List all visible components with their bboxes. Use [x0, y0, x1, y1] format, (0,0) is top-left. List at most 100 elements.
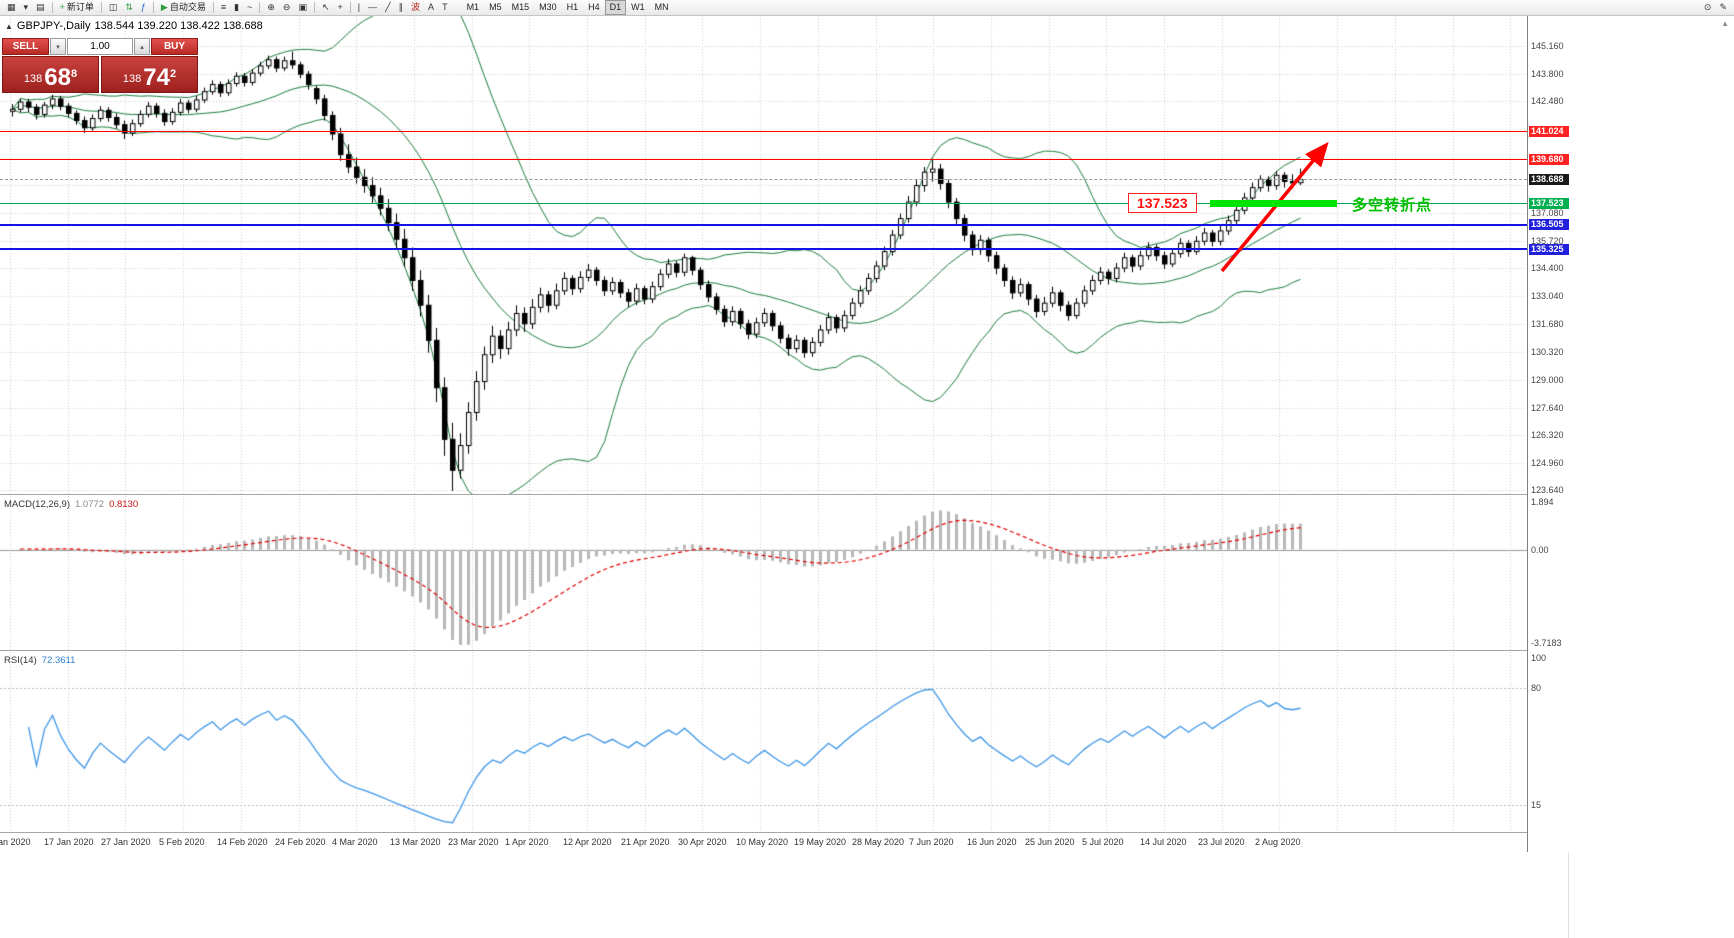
rsi-scale-high: 80 [1531, 683, 1542, 693]
timeframe-m15-button[interactable]: M15 [511, 2, 530, 12]
macd-scale-zero: 0.00 [1531, 544, 1549, 555]
toolbar-separator [212, 2, 214, 13]
text-tool-icon[interactable]: T [438, 0, 452, 16]
hline-137.523[interactable] [0, 203, 1527, 205]
hline-141.024[interactable] [0, 130, 1527, 132]
toolbar-separator [349, 2, 351, 13]
tile-windows-icon[interactable]: ▣ [294, 0, 311, 16]
hline-139.680[interactable] [0, 158, 1527, 160]
trendline-icon[interactable]: ╱ [381, 0, 394, 16]
new-chart-icon[interactable]: ▦ [3, 0, 20, 16]
time-axis-label: 7 Jan 2020 [0, 837, 31, 847]
new-order-button-label: 新订单 [66, 2, 94, 12]
search-icon[interactable]: ⊙ [1700, 0, 1716, 16]
arrows-tool-icon: A [428, 2, 435, 12]
symbol-timeframe-label: GBPJPY-,Daily [16, 20, 91, 32]
volume-input[interactable] [67, 38, 133, 55]
rsi-scale-top: 100 [1531, 653, 1547, 663]
rsi-indicator-canvas[interactable] [0, 652, 1527, 832]
chart-window-icon: ◫ [108, 2, 118, 12]
price-axis-tick: 124.960 [1531, 458, 1564, 468]
chart-dropdown-icon[interactable]: ▾ [20, 0, 33, 16]
edit-icon[interactable]: ✎ [1715, 0, 1731, 16]
price-axis-tick: 123.640 [1531, 485, 1564, 495]
cursor-icon[interactable]: ↖ [318, 0, 334, 16]
profiles-icon[interactable]: ▤ [32, 0, 49, 16]
scroll-up-icon[interactable]: ▲ [1721, 19, 1729, 28]
timeframe-toolbar: M1 M5 M15 M30 H1 H4 D1 W1 MN [462, 0, 674, 15]
macd-window-separator[interactable] [0, 494, 1568, 495]
time-axis[interactable]: 7 Jan 2020 17 Jan 2020 27 Jan 2020 5 Feb 20… [0, 833, 1527, 851]
volume-decrease-button[interactable]: ▾ [50, 38, 66, 55]
chart-window-icon[interactable]: ◫ [105, 0, 122, 16]
timeframe-h4-button[interactable]: H4 [588, 2, 600, 12]
hline-icon[interactable]: — [364, 0, 381, 16]
toolbar-right-group: ⊙ ✎ [1700, 0, 1731, 16]
crosshair-icon[interactable]: + [334, 0, 347, 16]
timeframe-m1-button[interactable]: M1 [466, 2, 480, 12]
refresh-icon[interactable]: ⇅ [121, 0, 137, 16]
turning-point-highlight[interactable] [1210, 200, 1337, 208]
price-axis-tick: 143.800 [1531, 69, 1564, 79]
hline-135.325[interactable] [0, 248, 1527, 251]
time-axis-label: 13 Mar 2020 [390, 837, 441, 847]
sell-price-button[interactable]: 138 68 8 [2, 56, 99, 93]
wave-icon[interactable]: 波 [407, 0, 424, 16]
timeframe-m5-button[interactable]: M5 [489, 2, 502, 12]
bar-chart-icon[interactable]: ≡ [217, 0, 230, 16]
candle-chart-icon[interactable]: ▮ [230, 0, 243, 16]
current-price-tag: 138.688 [1529, 174, 1569, 185]
line-chart-icon[interactable]: ~ [243, 0, 256, 16]
text-tool-icon: T [442, 2, 448, 12]
cursor-icon: ↖ [321, 2, 330, 12]
new-chart-icon: ▦ [7, 2, 16, 12]
channel-icon[interactable]: ∥ [395, 0, 408, 16]
timeframe-h1-button[interactable]: H1 [566, 2, 579, 12]
edit-icon: ✎ [1719, 2, 1727, 12]
price-chart-canvas[interactable] [0, 16, 1527, 494]
timeframe-mn-button[interactable]: MN [654, 2, 669, 12]
timeframe-w1-button[interactable]: W1 [631, 2, 645, 12]
price-axis[interactable]: 1.894 0.00 -3.7183 100 80 15 141.024 139.… [1527, 16, 1569, 852]
indicators-icon[interactable]: ƒ [137, 0, 150, 16]
refresh-icon: ⇅ [125, 2, 133, 12]
rsi-title: RSI(14) [4, 655, 37, 666]
turning-point-note[interactable]: 多空转折点 [1352, 196, 1433, 214]
timeframe-d1-button[interactable]: D1 [604, 0, 627, 15]
search-icon: ⊙ [1703, 2, 1712, 12]
zoom-out-icon[interactable]: ⊖ [279, 0, 295, 16]
rsi-window-separator[interactable] [0, 650, 1568, 651]
trendline-icon: ╱ [385, 2, 391, 12]
macd-label: MACD(12,26,9) 1.0772 0.8130 [4, 499, 138, 510]
hline-136.505[interactable] [0, 223, 1527, 226]
buy-price-small: 138 [122, 73, 142, 86]
time-axis-label: 17 Jan 2020 [44, 837, 94, 847]
hline-icon: — [368, 2, 378, 12]
zoom-in-icon[interactable]: ⊕ [263, 0, 279, 16]
sell-price-big: 68 [44, 64, 71, 92]
one-click-trading-panel: SELL ▾ ▴ BUY 138 68 8 138 74 2 [2, 38, 198, 93]
price-axis-tick: 135.720 [1531, 236, 1564, 246]
buy-price-button[interactable]: 138 74 2 [101, 56, 198, 93]
price-tag-141.024: 141.024 [1529, 126, 1569, 137]
autotrading-icon: ▶ [160, 2, 168, 12]
buy-button[interactable]: BUY [151, 38, 198, 55]
time-axis-label: 19 May 2020 [794, 837, 847, 847]
time-axis-label: 1 Apr 2020 [505, 837, 549, 847]
price-axis-tick: 131.680 [1531, 319, 1564, 329]
time-axis-label: 4 Mar 2020 [332, 837, 378, 847]
toolbar-separator [313, 2, 315, 13]
macd-indicator-canvas[interactable] [0, 496, 1527, 650]
price-level-callout[interactable]: 137.523 [1128, 192, 1197, 213]
timeframe-m30-button[interactable]: M30 [539, 2, 557, 12]
indicators-icon: ƒ [140, 2, 146, 12]
new-order-button[interactable]: + 新订单 [56, 0, 98, 16]
vline-icon[interactable]: | [354, 0, 364, 16]
volume-increase-button[interactable]: ▴ [134, 38, 150, 55]
autotrading-button-label: 自动交易 [169, 2, 206, 12]
vline-icon: | [357, 2, 361, 12]
arrows-tool-icon[interactable]: A [424, 0, 438, 16]
autotrading-button[interactable]: ▶ 自动交易 [157, 0, 210, 16]
oct-collapse-icon[interactable]: ▲ [5, 21, 13, 31]
sell-button[interactable]: SELL [2, 38, 49, 55]
